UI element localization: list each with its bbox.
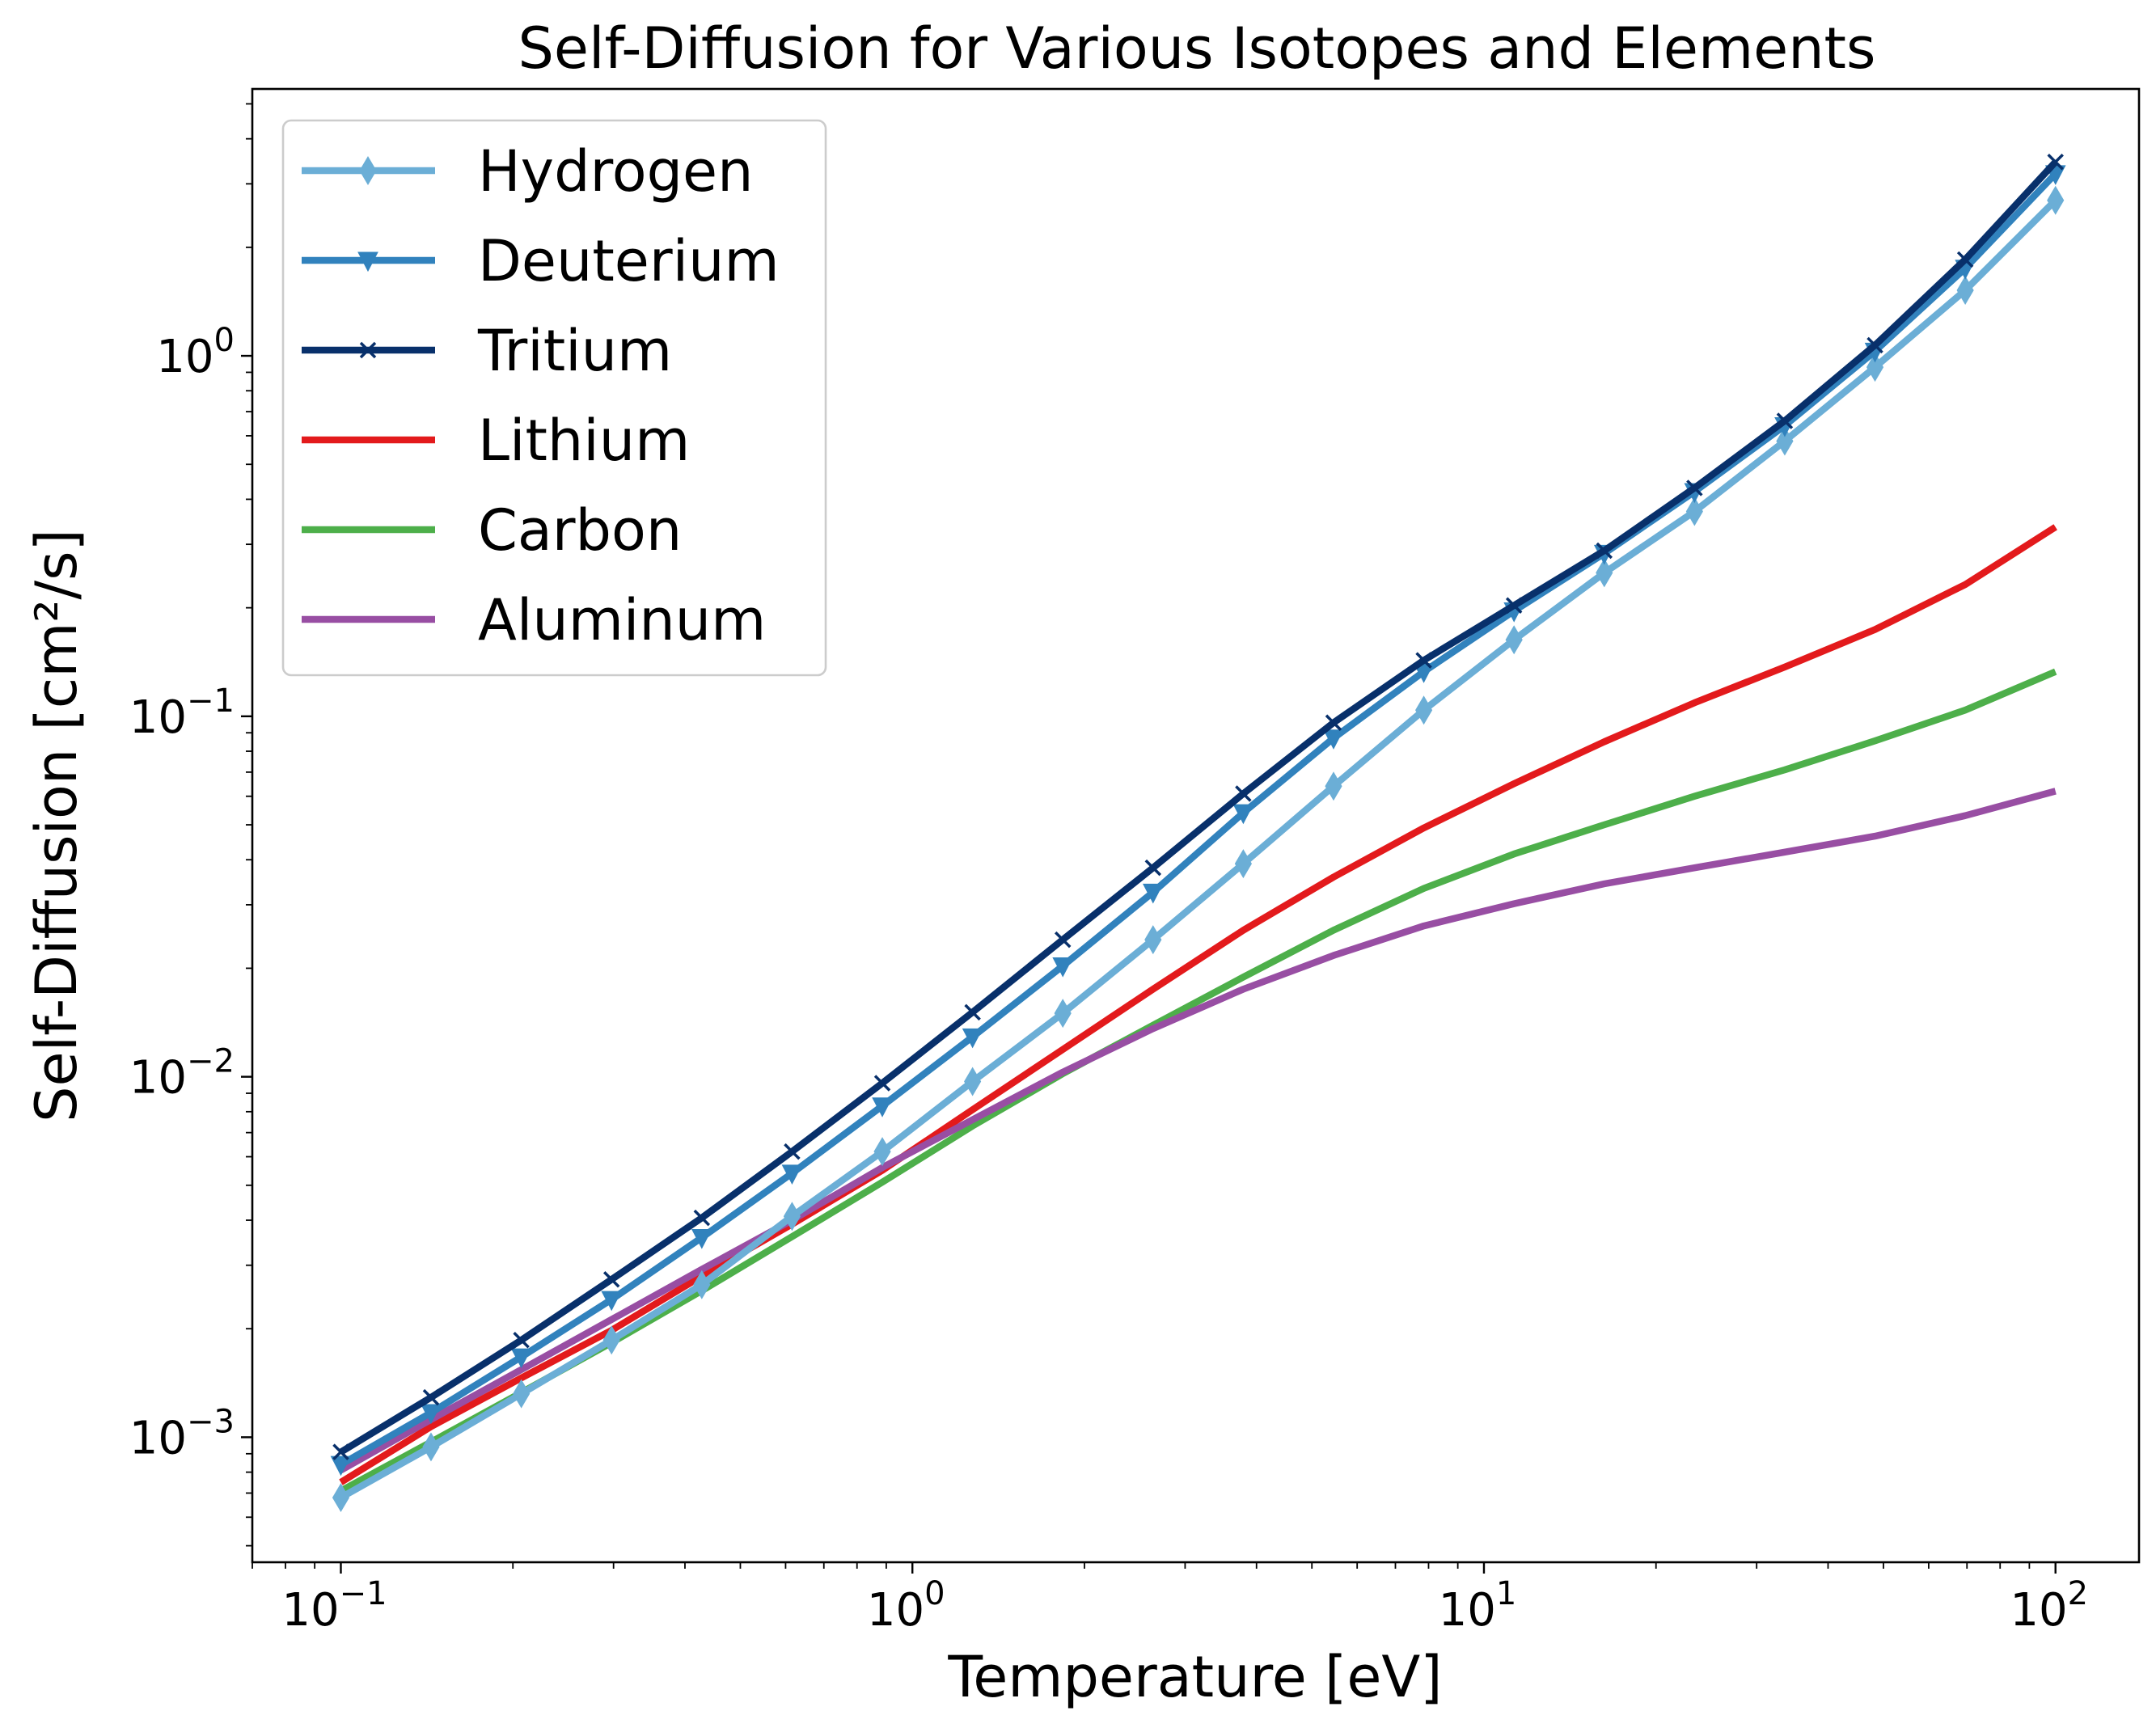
series-tritium <box>332 154 2064 1460</box>
series-line-tritium <box>339 159 2058 1455</box>
x-axis-title: Temperature [eV] <box>947 1644 1442 1710</box>
legend-label: Tritium <box>477 318 672 384</box>
data-point-hydrogen <box>1776 426 1794 456</box>
data-point-tritium <box>1325 714 1342 731</box>
data-point-tritium <box>693 1209 711 1227</box>
data-point-tritium <box>602 1271 620 1288</box>
data-point-tritium <box>1505 597 1523 614</box>
data-point-hydrogen <box>1596 558 1613 588</box>
legend-label: Deuterium <box>478 228 780 294</box>
legend-entries: Hydrogen Deuterium Tritium Lithium Carbon Alu… <box>302 138 780 653</box>
data-point-hydrogen <box>1054 999 1072 1029</box>
data-point-tritium <box>513 1332 530 1349</box>
data-point-deuterium <box>510 1348 532 1369</box>
data-point-deuterium <box>421 1404 442 1425</box>
data-point-hydrogen <box>1956 275 1974 305</box>
data-point-deuterium <box>691 1228 712 1249</box>
series-lithium <box>339 524 2057 1485</box>
data-point-tritium <box>1235 785 1252 802</box>
data-point-hydrogen <box>1505 625 1523 655</box>
data-point-hydrogen <box>1685 496 1703 526</box>
series-line-hydrogen <box>339 197 2058 1501</box>
data-point-tritium <box>1686 480 1703 496</box>
minor-ticks <box>246 103 2031 1569</box>
data-point-tritium <box>2047 154 2064 171</box>
legend-entry-deuterium: Deuterium <box>302 228 780 294</box>
y-axis-title: Self-Diffusion [cm²/s] <box>23 529 90 1122</box>
legend-entry-aluminum: Aluminum <box>302 587 766 653</box>
plot-frame <box>251 87 2141 1564</box>
data-point-deuterium <box>781 1164 803 1185</box>
data-point-tritium <box>1866 336 1883 354</box>
series-line-deuterium <box>339 171 2058 1468</box>
series-line-aluminum <box>339 788 2057 1473</box>
data-point-hydrogen <box>964 1067 982 1096</box>
chart-title: Self-Diffusion for Various Isotopes and … <box>518 15 1876 82</box>
data-point-hydrogen <box>1144 925 1162 955</box>
data-point-tritium <box>332 1443 349 1460</box>
data-point-deuterium <box>601 1291 623 1312</box>
legend: Hydrogen Deuterium Tritium Lithium Carbon Alu… <box>281 119 827 677</box>
data-point-hydrogen <box>422 1432 440 1462</box>
series-line-lithium <box>339 524 2057 1485</box>
data-point-tritium <box>964 1003 981 1021</box>
legend-entry-carbon: Carbon <box>302 497 682 564</box>
data-point-hydrogen <box>1234 849 1252 879</box>
data-point-hydrogen <box>693 1270 711 1299</box>
data-point-tritium <box>1776 412 1794 429</box>
series-aluminum <box>339 788 2057 1473</box>
data-point-hydrogen <box>873 1137 891 1167</box>
data-point-tritium <box>1596 542 1613 560</box>
data-point-deuterium <box>330 1455 352 1477</box>
data-point-tritium <box>422 1388 440 1406</box>
legend-label: Lithium <box>478 408 690 474</box>
data-point-hydrogen <box>602 1325 620 1355</box>
data-point-hydrogen <box>332 1483 350 1513</box>
legend-marker <box>357 251 378 273</box>
data-point-deuterium <box>1232 804 1254 825</box>
series-hydrogen <box>332 185 2065 1513</box>
data-point-tritium <box>1415 652 1432 669</box>
data-point-tritium <box>784 1143 801 1160</box>
legend-marker <box>359 341 377 359</box>
series-lines <box>330 154 2066 1513</box>
data-point-deuterium <box>962 1028 983 1049</box>
data-point-tritium <box>1144 859 1162 877</box>
major-ticks <box>241 354 2057 1574</box>
data-point-tritium <box>873 1075 891 1092</box>
legend-entry-tritium: Tritium <box>302 318 672 384</box>
legend-entry-lithium: Lithium <box>302 408 690 474</box>
data-point-hydrogen <box>783 1202 801 1232</box>
legend-label: Carbon <box>478 497 682 564</box>
data-point-deuterium <box>872 1097 893 1117</box>
data-point-hydrogen <box>1866 353 1884 382</box>
legend-entry-hydrogen: Hydrogen <box>302 138 753 205</box>
data-point-deuterium <box>1052 957 1074 978</box>
data-point-tritium <box>1054 931 1072 948</box>
legend-label: Aluminum <box>478 587 766 653</box>
data-point-tritium <box>1956 251 1974 268</box>
legend-label: Hydrogen <box>478 138 753 205</box>
y-tick-label: 10−1 <box>129 682 235 744</box>
legend-marker <box>359 156 377 185</box>
data-point-hydrogen <box>2047 185 2065 215</box>
data-point-hydrogen <box>513 1379 531 1409</box>
data-point-deuterium <box>1142 883 1164 904</box>
data-point-deuterium <box>1323 729 1344 750</box>
data-point-hydrogen <box>1415 695 1433 725</box>
data-point-hydrogen <box>1325 771 1342 801</box>
